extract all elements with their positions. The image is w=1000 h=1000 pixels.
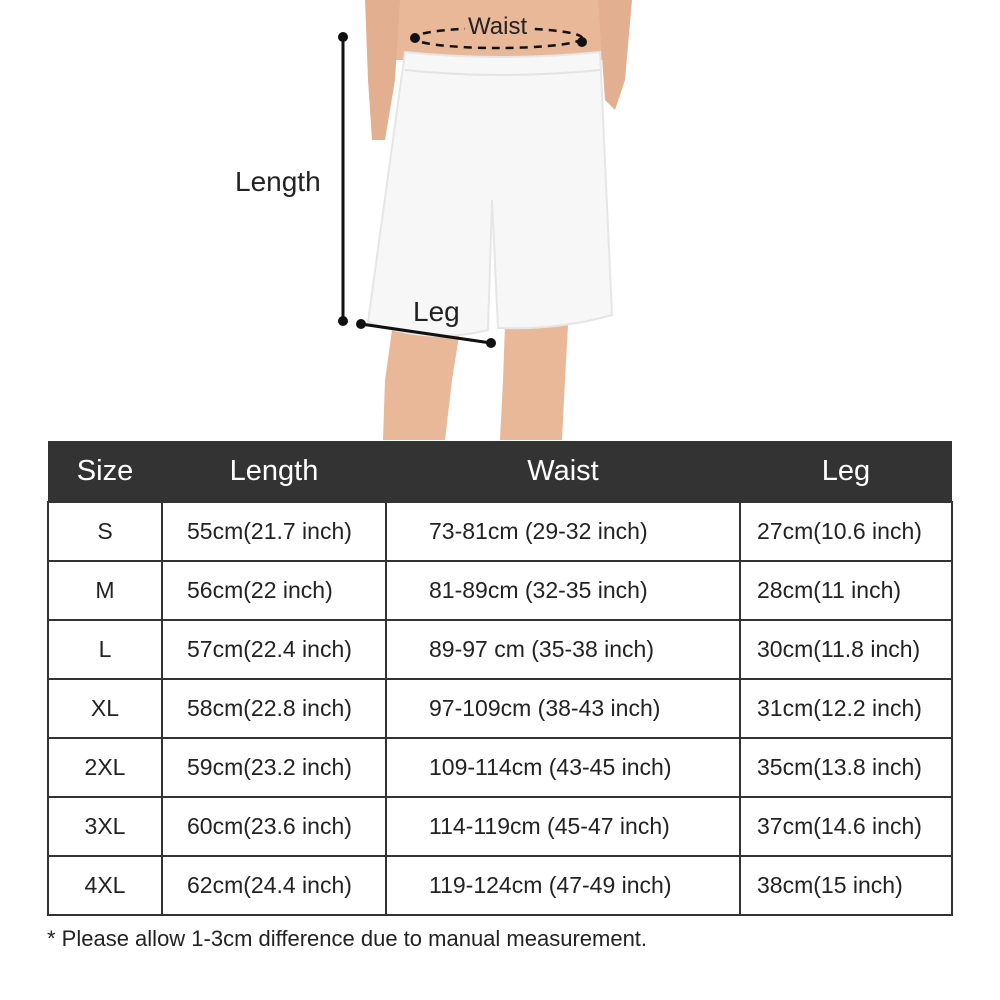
cell-leg: 31cm(12.2 inch) — [739, 678, 953, 739]
table-row: M 56cm(22 inch) 81-89cm (32-35 inch) 28cm(1… — [47, 560, 953, 621]
measurement-note: * Please allow 1-3cm difference due to m… — [47, 926, 648, 951]
leg-measure-line — [360, 322, 492, 345]
table-row: L 57cm(22.4 inch) 89-97 cm (35-38 inch) 30c… — [47, 619, 953, 680]
cell-length: 58cm(22.8 inch) — [161, 678, 387, 739]
cell-length: 57cm(22.4 inch) — [161, 619, 387, 680]
cell-size: 2XL — [47, 737, 163, 798]
cell-size: 3XL — [47, 796, 163, 857]
cell-size: M — [47, 560, 163, 621]
model-right-arm — [598, 0, 632, 110]
leg-label: Leg — [413, 296, 460, 327]
model-illustration — [338, 0, 632, 440]
header-waist: Waist — [386, 441, 740, 502]
shorts — [366, 50, 614, 337]
cell-waist: 114-119cm (45-47 inch) — [385, 796, 741, 857]
cell-waist: 119-124cm (47-49 inch) — [385, 855, 741, 916]
length-dot-top — [338, 32, 348, 42]
model-right-leg — [500, 325, 568, 440]
cell-waist: 73-81cm (29-32 inch) — [385, 501, 741, 562]
cell-length: 56cm(22 inch) — [161, 560, 387, 621]
cell-leg: 28cm(11 inch) — [739, 560, 953, 621]
cell-waist: 89-97 cm (35-38 inch) — [385, 619, 741, 680]
waist-dot-left — [410, 33, 420, 43]
header-length: Length — [162, 441, 386, 502]
table-row: S 55cm(21.7 inch) 73-81cm (29-32 inch) 27cm… — [47, 501, 953, 562]
cell-waist: 109-114cm (43-45 inch) — [385, 737, 741, 798]
cell-leg: 37cm(14.6 inch) — [739, 796, 953, 857]
table-row: 4XL 62cm(24.4 inch) 119-124cm (47-49 inch)… — [47, 855, 953, 916]
model-left-arm — [365, 0, 400, 140]
table-row: 2XL 59cm(23.2 inch) 109-114cm (43-45 inch)… — [47, 737, 953, 798]
cell-length: 60cm(23.6 inch) — [161, 796, 387, 857]
cell-length: 62cm(24.4 inch) — [161, 855, 387, 916]
table-row: 3XL 60cm(23.6 inch) 114-119cm (45-47 inch)… — [47, 796, 953, 857]
cell-waist: 97-109cm (38-43 inch) — [385, 678, 741, 739]
length-dot-bottom — [338, 316, 348, 326]
size-chart-table: Size Length Waist Leg S 55cm(21.7 inch) 73… — [47, 441, 953, 916]
table-row: XL 58cm(22.8 inch) 97-109cm (38-43 inch) 31… — [47, 678, 953, 739]
cell-leg: 27cm(10.6 inch) — [739, 501, 953, 562]
table-header-row: Size Length Waist Leg — [48, 441, 952, 502]
cell-leg: 30cm(11.8 inch) — [739, 619, 953, 680]
cell-size: 4XL — [47, 855, 163, 916]
waist-label: Waist — [468, 13, 528, 40]
cell-size: L — [47, 619, 163, 680]
cell-leg: 35cm(13.8 inch) — [739, 737, 953, 798]
cell-length: 59cm(23.2 inch) — [161, 737, 387, 798]
cell-waist: 81-89cm (32-35 inch) — [385, 560, 741, 621]
waist-dot-right — [577, 37, 587, 47]
cell-length: 55cm(21.7 inch) — [161, 501, 387, 562]
length-label: Length — [235, 166, 321, 197]
header-size: Size — [48, 441, 162, 502]
cell-leg: 38cm(15 inch) — [739, 855, 953, 916]
leg-dot-right — [486, 338, 496, 348]
header-leg: Leg — [740, 441, 952, 502]
cell-size: XL — [47, 678, 163, 739]
model-left-leg — [383, 330, 460, 440]
leg-dot-left — [356, 319, 366, 329]
shorts-measurement-figure: Waist Length Leg — [0, 0, 1000, 440]
cell-size: S — [47, 501, 163, 562]
